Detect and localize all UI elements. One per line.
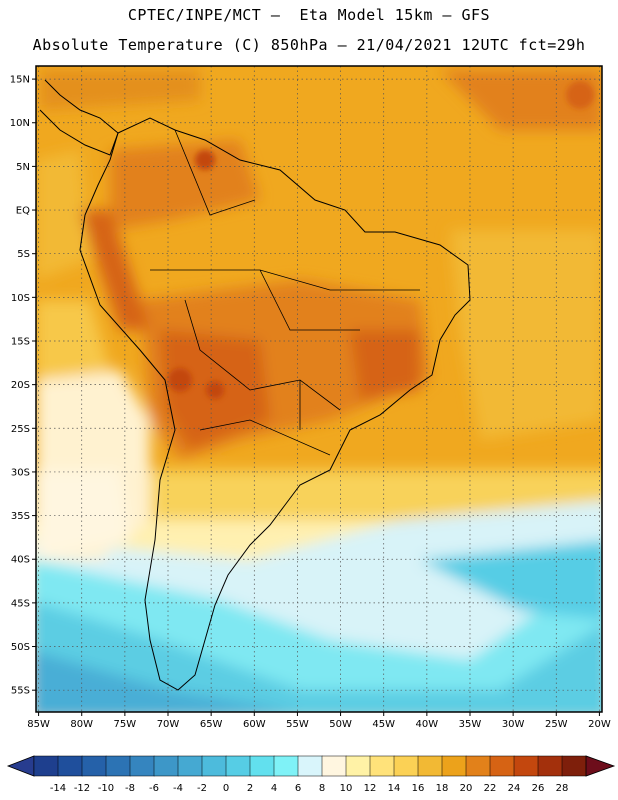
colorbar-swatch	[57, 755, 83, 777]
lon-tick-label: 85W	[27, 719, 50, 730]
lon-tick-label: 25W	[545, 719, 568, 730]
lat-tick-label: 10N	[10, 118, 30, 129]
colorbar-swatch	[465, 755, 491, 777]
colorbar-swatch	[441, 755, 467, 777]
lat-tick-label: 5N	[16, 162, 30, 173]
chart-title: CPTEC/INPE/MCT – Eta Model 15km – GFS	[127, 6, 491, 24]
lon-tick-label: 60W	[243, 719, 266, 730]
colorbar-tick-label: 8	[319, 783, 325, 794]
chart-subtitle: Absolute Temperature (C) 850hPa – 21/04/…	[32, 36, 586, 54]
lon-tick-label: 45W	[372, 719, 395, 730]
border-lines	[150, 129, 420, 456]
coastline-central-america	[39, 79, 119, 156]
colorbar-swatch	[201, 755, 227, 777]
colorbar-tick-label: -8	[125, 783, 135, 794]
colorbar-tick-label: 18	[436, 783, 449, 794]
colorbar-tick-label: -14	[50, 783, 66, 794]
coastline-south-america	[79, 117, 471, 691]
colorbar-swatch	[489, 755, 515, 777]
colorbar-tick-label: -4	[173, 783, 183, 794]
lon-tick-label: 65W	[200, 719, 223, 730]
colorbar-tick-label: 12	[364, 783, 377, 794]
lat-tick-label: 25S	[11, 424, 30, 435]
lat-tick-label: 35S	[11, 511, 30, 522]
colorbar-tick-label: -10	[98, 783, 114, 794]
colorbar-tick-label: 16	[412, 783, 425, 794]
colorbar-tick-label: 0	[223, 783, 229, 794]
colorbar-swatch	[105, 755, 131, 777]
colorbar-tick-label: 10	[340, 783, 353, 794]
colorbar-tick-label: 14	[388, 783, 401, 794]
lon-tick-label: 35W	[459, 719, 482, 730]
lon-tick-label: 70W	[157, 719, 180, 730]
colorbar-tick-label: 24	[508, 783, 521, 794]
lon-tick-label: 40W	[416, 719, 439, 730]
colorbar-tick-label: -12	[74, 783, 90, 794]
lat-tick-label: 30S	[11, 467, 30, 478]
lat-tick-label: 15N	[10, 75, 30, 86]
colorbar-swatch	[369, 755, 395, 777]
colorbar-swatch	[561, 755, 587, 777]
lon-tick-label: 50W	[329, 719, 352, 730]
lon-tick-label: 30W	[502, 719, 525, 730]
color-scale-bar: -14 -12 -10 -8 -6 -4 -2 0 2 4 6 8 10 12 14 16 18 20 22 24 26…	[6, 755, 616, 794]
latitude-labels: 15N 10N 5N EQ 5S 10S 15S 20S 25S 30S 35S 40S 45S 50S 5…	[10, 75, 36, 697]
colorbar-tick-label: 28	[556, 783, 569, 794]
lon-tick-label: 80W	[70, 719, 93, 730]
colorbar-swatch	[537, 755, 563, 777]
colorbar-swatch	[321, 755, 347, 777]
colorbar-swatch	[345, 755, 371, 777]
colorbar-swatch	[177, 755, 203, 777]
colorbar-swatch	[513, 755, 539, 777]
temperature-field	[36, 66, 602, 712]
colorbar-swatch	[393, 755, 419, 777]
longitude-labels: 85W 80W 75W 70W 65W 60W 55W 50W 45W 40W 35W 30W 25W 2…	[27, 712, 611, 730]
lat-tick-label: 40S	[11, 555, 30, 566]
colorbar-swatch	[153, 755, 179, 777]
colorbar-swatch	[225, 755, 251, 777]
colorbar-tick-label: 6	[295, 783, 301, 794]
colorbar-swatch	[417, 755, 443, 777]
lat-tick-label: 55S	[11, 686, 30, 697]
colorbar-under-arrow	[6, 755, 35, 777]
colorbar-swatch	[273, 755, 299, 777]
lat-tick-label: 20S	[11, 380, 30, 391]
lat-tick-label: 10S	[11, 293, 30, 304]
colorbar-tick-label: -2	[197, 783, 207, 794]
colorbar-swatch	[249, 755, 275, 777]
colorbar-tick-label: 22	[484, 783, 497, 794]
colorbar-swatch	[129, 755, 155, 777]
map-frame	[35, 65, 603, 713]
lat-tick-label: 5S	[17, 249, 30, 260]
lat-tick-label: 45S	[11, 598, 30, 609]
colorbar-tick-label: 20	[460, 783, 473, 794]
colorbar-tick-label: -6	[149, 783, 159, 794]
colorbar-swatch	[33, 755, 59, 777]
lon-tick-label: 75W	[114, 719, 137, 730]
colorbar-tick-label: 26	[532, 783, 545, 794]
colorbar-tick-label: 2	[247, 783, 253, 794]
colorbar-tick-label: 4	[271, 783, 277, 794]
lon-tick-label: 55W	[286, 719, 309, 730]
lon-tick-label: 20W	[588, 719, 611, 730]
lat-tick-label: 50S	[11, 642, 30, 653]
colorbar-swatch	[81, 755, 107, 777]
lat-tick-label: 15S	[11, 336, 30, 347]
lat-tick-label: EQ	[16, 206, 30, 217]
colorbar-swatch	[297, 755, 323, 777]
colorbar-over-arrow	[585, 755, 616, 777]
